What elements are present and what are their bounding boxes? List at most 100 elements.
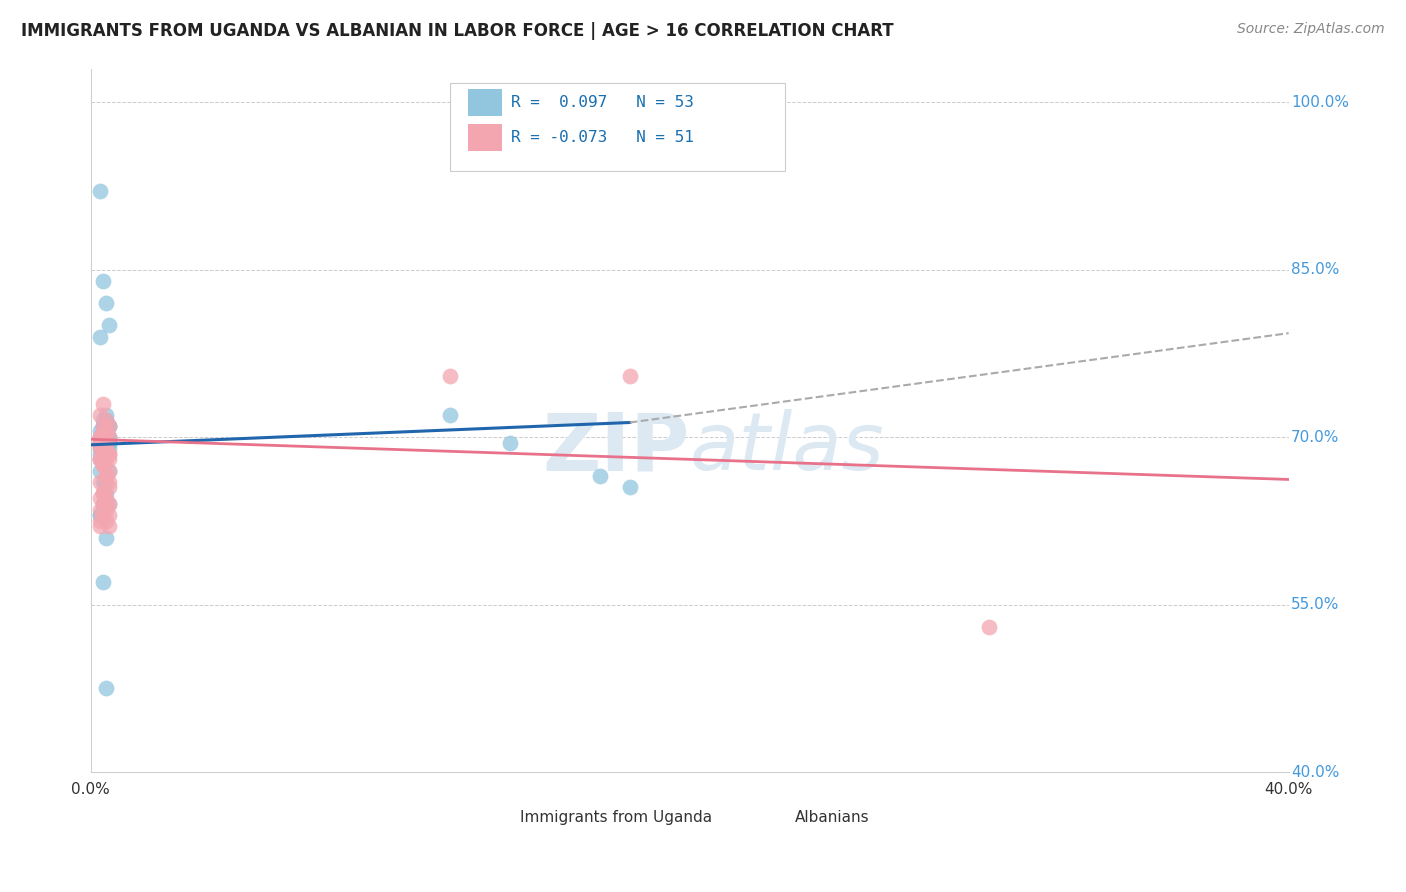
Point [89,452,111,467]
Point [979,620,1001,634]
Point [97,480,120,494]
Point [94,296,117,310]
Point [97,463,120,477]
Point [97,430,120,444]
Point [89,425,111,439]
Point [619,480,641,494]
Text: Source: ZipAtlas.com: Source: ZipAtlas.com [1237,22,1385,37]
Point [91,435,114,450]
Point [91,418,114,433]
Point [89,329,111,343]
Point [589,469,612,483]
Point [439,408,461,422]
Point [89,491,111,506]
Point [94,469,117,483]
Point [94,418,117,433]
Point [94,469,117,483]
Text: 70.0%: 70.0% [1291,430,1340,444]
Text: 85.0%: 85.0% [1291,262,1340,277]
Point [94,425,117,439]
Point [89,430,111,444]
Point [89,508,111,523]
Point [94,452,117,467]
Point [91,486,114,500]
Point [94,491,117,506]
Text: R =  0.097   N = 53: R = 0.097 N = 53 [512,95,695,110]
Point [94,435,117,450]
Point [91,508,114,523]
Point [89,435,111,450]
Point [89,435,111,450]
Point [91,458,114,472]
Point [89,441,111,455]
Point [97,318,120,333]
Text: IMMIGRANTS FROM UGANDA VS ALBANIAN IN LABOR FORCE | AGE > 16 CORRELATION CHART: IMMIGRANTS FROM UGANDA VS ALBANIAN IN LA… [21,22,894,40]
Point [89,435,111,450]
Point [89,435,111,450]
Point [94,514,117,528]
Point [94,413,117,427]
Point [89,185,111,199]
Text: Immigrants from Uganda: Immigrants from Uganda [519,810,711,824]
Point [94,425,117,439]
Point [97,447,120,461]
Point [89,441,111,455]
Point [97,441,120,455]
Point [89,463,111,477]
Point [91,430,114,444]
Point [89,514,111,528]
Point [91,418,114,433]
Point [91,497,114,511]
Point [97,435,120,450]
Point [89,502,111,516]
Point [97,497,120,511]
Point [97,418,120,433]
Point [91,413,114,427]
Point [94,413,117,427]
Point [94,430,117,444]
Point [89,430,111,444]
FancyBboxPatch shape [468,89,502,116]
Point [499,435,522,450]
Point [89,508,111,523]
Point [89,475,111,489]
Point [94,681,117,696]
Point [89,408,111,422]
Point [97,418,120,433]
Point [89,452,111,467]
Point [91,441,114,455]
Point [94,531,117,545]
Point [94,435,117,450]
Text: atlas: atlas [689,409,884,487]
Point [91,396,114,410]
Point [91,486,114,500]
Point [91,497,114,511]
Point [91,418,114,433]
Point [97,508,120,523]
Point [97,475,120,489]
Point [89,452,111,467]
Point [94,408,117,422]
Point [97,432,120,446]
Point [94,430,117,444]
Text: Albanians: Albanians [794,810,870,824]
Text: ZIP: ZIP [543,409,689,487]
Text: 100.0%: 100.0% [1291,95,1348,110]
FancyBboxPatch shape [450,83,786,170]
FancyBboxPatch shape [486,809,512,825]
Point [89,447,111,461]
Point [94,486,117,500]
Point [91,430,114,444]
Point [97,435,120,450]
Point [91,435,114,450]
Point [94,425,117,439]
Point [619,368,641,383]
FancyBboxPatch shape [468,124,502,151]
Point [91,475,114,489]
Point [97,463,120,477]
Point [97,497,120,511]
Point [91,425,114,439]
Text: R = -0.073   N = 51: R = -0.073 N = 51 [512,130,695,145]
Point [94,497,117,511]
Point [91,274,114,288]
